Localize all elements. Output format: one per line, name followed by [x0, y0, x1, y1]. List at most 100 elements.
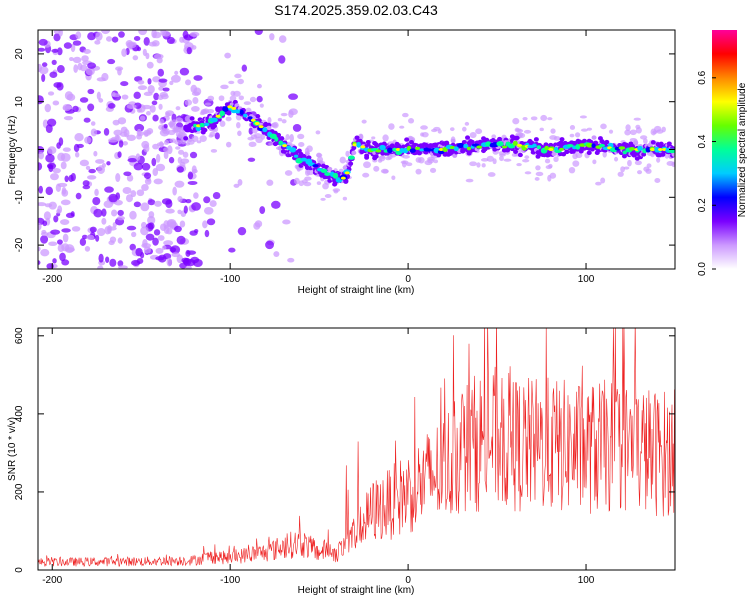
spectrogram-noise-cell: [136, 189, 145, 197]
spectrogram-halo-cell: [629, 129, 637, 136]
spectrogram-noise-cell: [156, 57, 163, 64]
spectrogram-ridge-core: [628, 146, 636, 151]
spectrogram-noise-cell: [38, 47, 46, 52]
spectrogram-x-tick-label: -200: [42, 274, 62, 285]
spectrogram-noise-cell: [185, 249, 191, 257]
spectrogram-noise-cell: [117, 265, 128, 269]
spectrogram-noise-cell: [147, 84, 155, 94]
spectrogram-noise-cell: [95, 31, 103, 41]
spectrogram-halo-cell: [401, 160, 407, 168]
spectrogram-halo-cell: [592, 159, 597, 165]
spectrogram-halo-cell: [545, 165, 553, 170]
colorbar-tick-label: 0.0: [697, 262, 708, 276]
spectrogram-noise-cell: [58, 30, 63, 37]
spectrogram-noise-cell: [141, 183, 149, 191]
spectrogram-halo-cell: [178, 149, 185, 155]
spectrogram-y-tick-label: 0: [14, 146, 25, 152]
spectrogram-noise-cell: [170, 74, 181, 83]
spectrogram-ridge-cell: [348, 161, 354, 166]
spectrogram-noise-cell: [174, 70, 179, 76]
spectrogram-halo-cell: [656, 129, 664, 134]
spectrogram-noise-cell: [225, 141, 232, 148]
spectrogram-noise-cell: [92, 196, 101, 206]
spectrogram-noise-cell: [121, 48, 128, 57]
spectrogram-ridge-cell: [551, 151, 557, 157]
spectrogram-noise-cell: [152, 167, 159, 177]
spectrogram-ridge-cell: [581, 138, 587, 144]
spectrogram-halo-cell: [184, 99, 193, 106]
spectrogram-noise-cell: [151, 157, 157, 167]
spectrogram-noise-cell: [38, 260, 41, 265]
spectrogram-noise-cell: [40, 248, 50, 257]
spectrogram-noise-cell: [165, 199, 173, 208]
spectrogram-noise-cell: [100, 30, 111, 35]
spectrogram-noise-cell: [256, 95, 263, 103]
spectrogram-noise-cell: [189, 31, 200, 37]
spectrogram-ridge-cell: [279, 136, 285, 141]
spectrogram-halo-cell: [161, 128, 168, 134]
spectrogram-noise-cell: [174, 180, 185, 188]
spectrogram-ridge-cell: [276, 132, 282, 138]
spectrogram-ridge-core: [598, 143, 606, 148]
spectrogram-noise-cell: [60, 161, 67, 170]
snr-y-tick-label: 600: [14, 327, 25, 344]
spectrogram-ridge-cell: [671, 152, 675, 157]
spectrogram-ridge-cell: [461, 139, 467, 145]
spectrogram-halo-cell: [666, 161, 675, 166]
spectrogram-noise-cell: [84, 246, 91, 252]
spectrogram-noise-cell: [57, 182, 68, 188]
spectrogram-noise-cell: [61, 186, 67, 195]
spectrogram-noise-cell: [111, 93, 121, 98]
spectrogram-noise-cell: [203, 206, 214, 215]
spectrogram-halo-cell: [637, 170, 643, 175]
spectrogram-halo-cell: [385, 156, 392, 161]
spectrogram-ridge-cell: [452, 153, 458, 158]
spectrogram-ridge-peak: [340, 176, 346, 180]
spectrogram-ridge-cell: [641, 152, 647, 157]
spectrogram-ridge-core: [222, 106, 229, 112]
spectrogram-ridge-core: [193, 123, 198, 128]
spectrogram-noise-cell: [44, 103, 52, 113]
spectrogram-halo-cell: [210, 148, 218, 153]
spectrogram-noise-cell: [50, 229, 61, 235]
spectrogram-noise-cell: [101, 217, 107, 225]
spectrogram-ridge-cell: [469, 139, 475, 145]
spectrogram-halo-cell: [617, 171, 624, 177]
spectrogram-ridge-core: [453, 146, 459, 152]
spectrogram-noise-cell: [72, 40, 82, 46]
spectrogram-noise-cell: [108, 193, 118, 203]
spectrogram-y-tick-label: 10: [14, 96, 25, 108]
spectrogram-noise-cell: [282, 219, 291, 225]
spectrogram-halo-cell: [643, 138, 648, 145]
spectrogram-noise-cell: [101, 208, 107, 217]
spectrogram-halo-cell: [315, 130, 321, 135]
spectrogram-halo-cell: [293, 177, 300, 185]
spectrogram-noise-cell: [38, 162, 43, 171]
spectrogram-ridge-cell: [660, 152, 666, 157]
spectrogram-noise-cell: [116, 216, 125, 221]
spectrogram-ridge-cell: [559, 137, 565, 142]
spectrogram-ridge-core: [512, 140, 518, 146]
spectrogram-halo-cell: [539, 127, 544, 132]
spectrogram-noise-cell: [184, 42, 194, 51]
spectrogram-noise-cell: [166, 36, 175, 45]
spectrogram-noise-cell: [193, 87, 202, 96]
spectrogram-ridge-peak: [352, 143, 358, 147]
spectrogram-halo-cell: [586, 127, 593, 131]
spectrogram-noise-cell: [115, 173, 121, 183]
spectrogram-ridge-core: [591, 143, 596, 148]
spectrogram-ridge-core: [463, 143, 469, 149]
spectrogram-halo-cell: [363, 161, 371, 169]
spectrogram-halo-cell: [200, 108, 208, 115]
spectrogram-noise-cell: [287, 257, 295, 263]
colorbar-tick-label: 0.2: [697, 198, 708, 212]
spectrogram-noise-cell: [162, 87, 170, 92]
spectrogram-noise-cell: [38, 222, 42, 231]
spectrogram-halo-cell: [322, 182, 329, 190]
spectrogram-noise-cell: [111, 209, 118, 217]
spectrogram-noise-cell: [121, 94, 129, 100]
spectrogram-halo-cell: [623, 166, 630, 170]
snr-x-tick-label: -100: [220, 575, 240, 586]
spectrogram-noise-cell: [153, 92, 160, 101]
colorbar-tick-label: 0.4: [697, 134, 708, 148]
